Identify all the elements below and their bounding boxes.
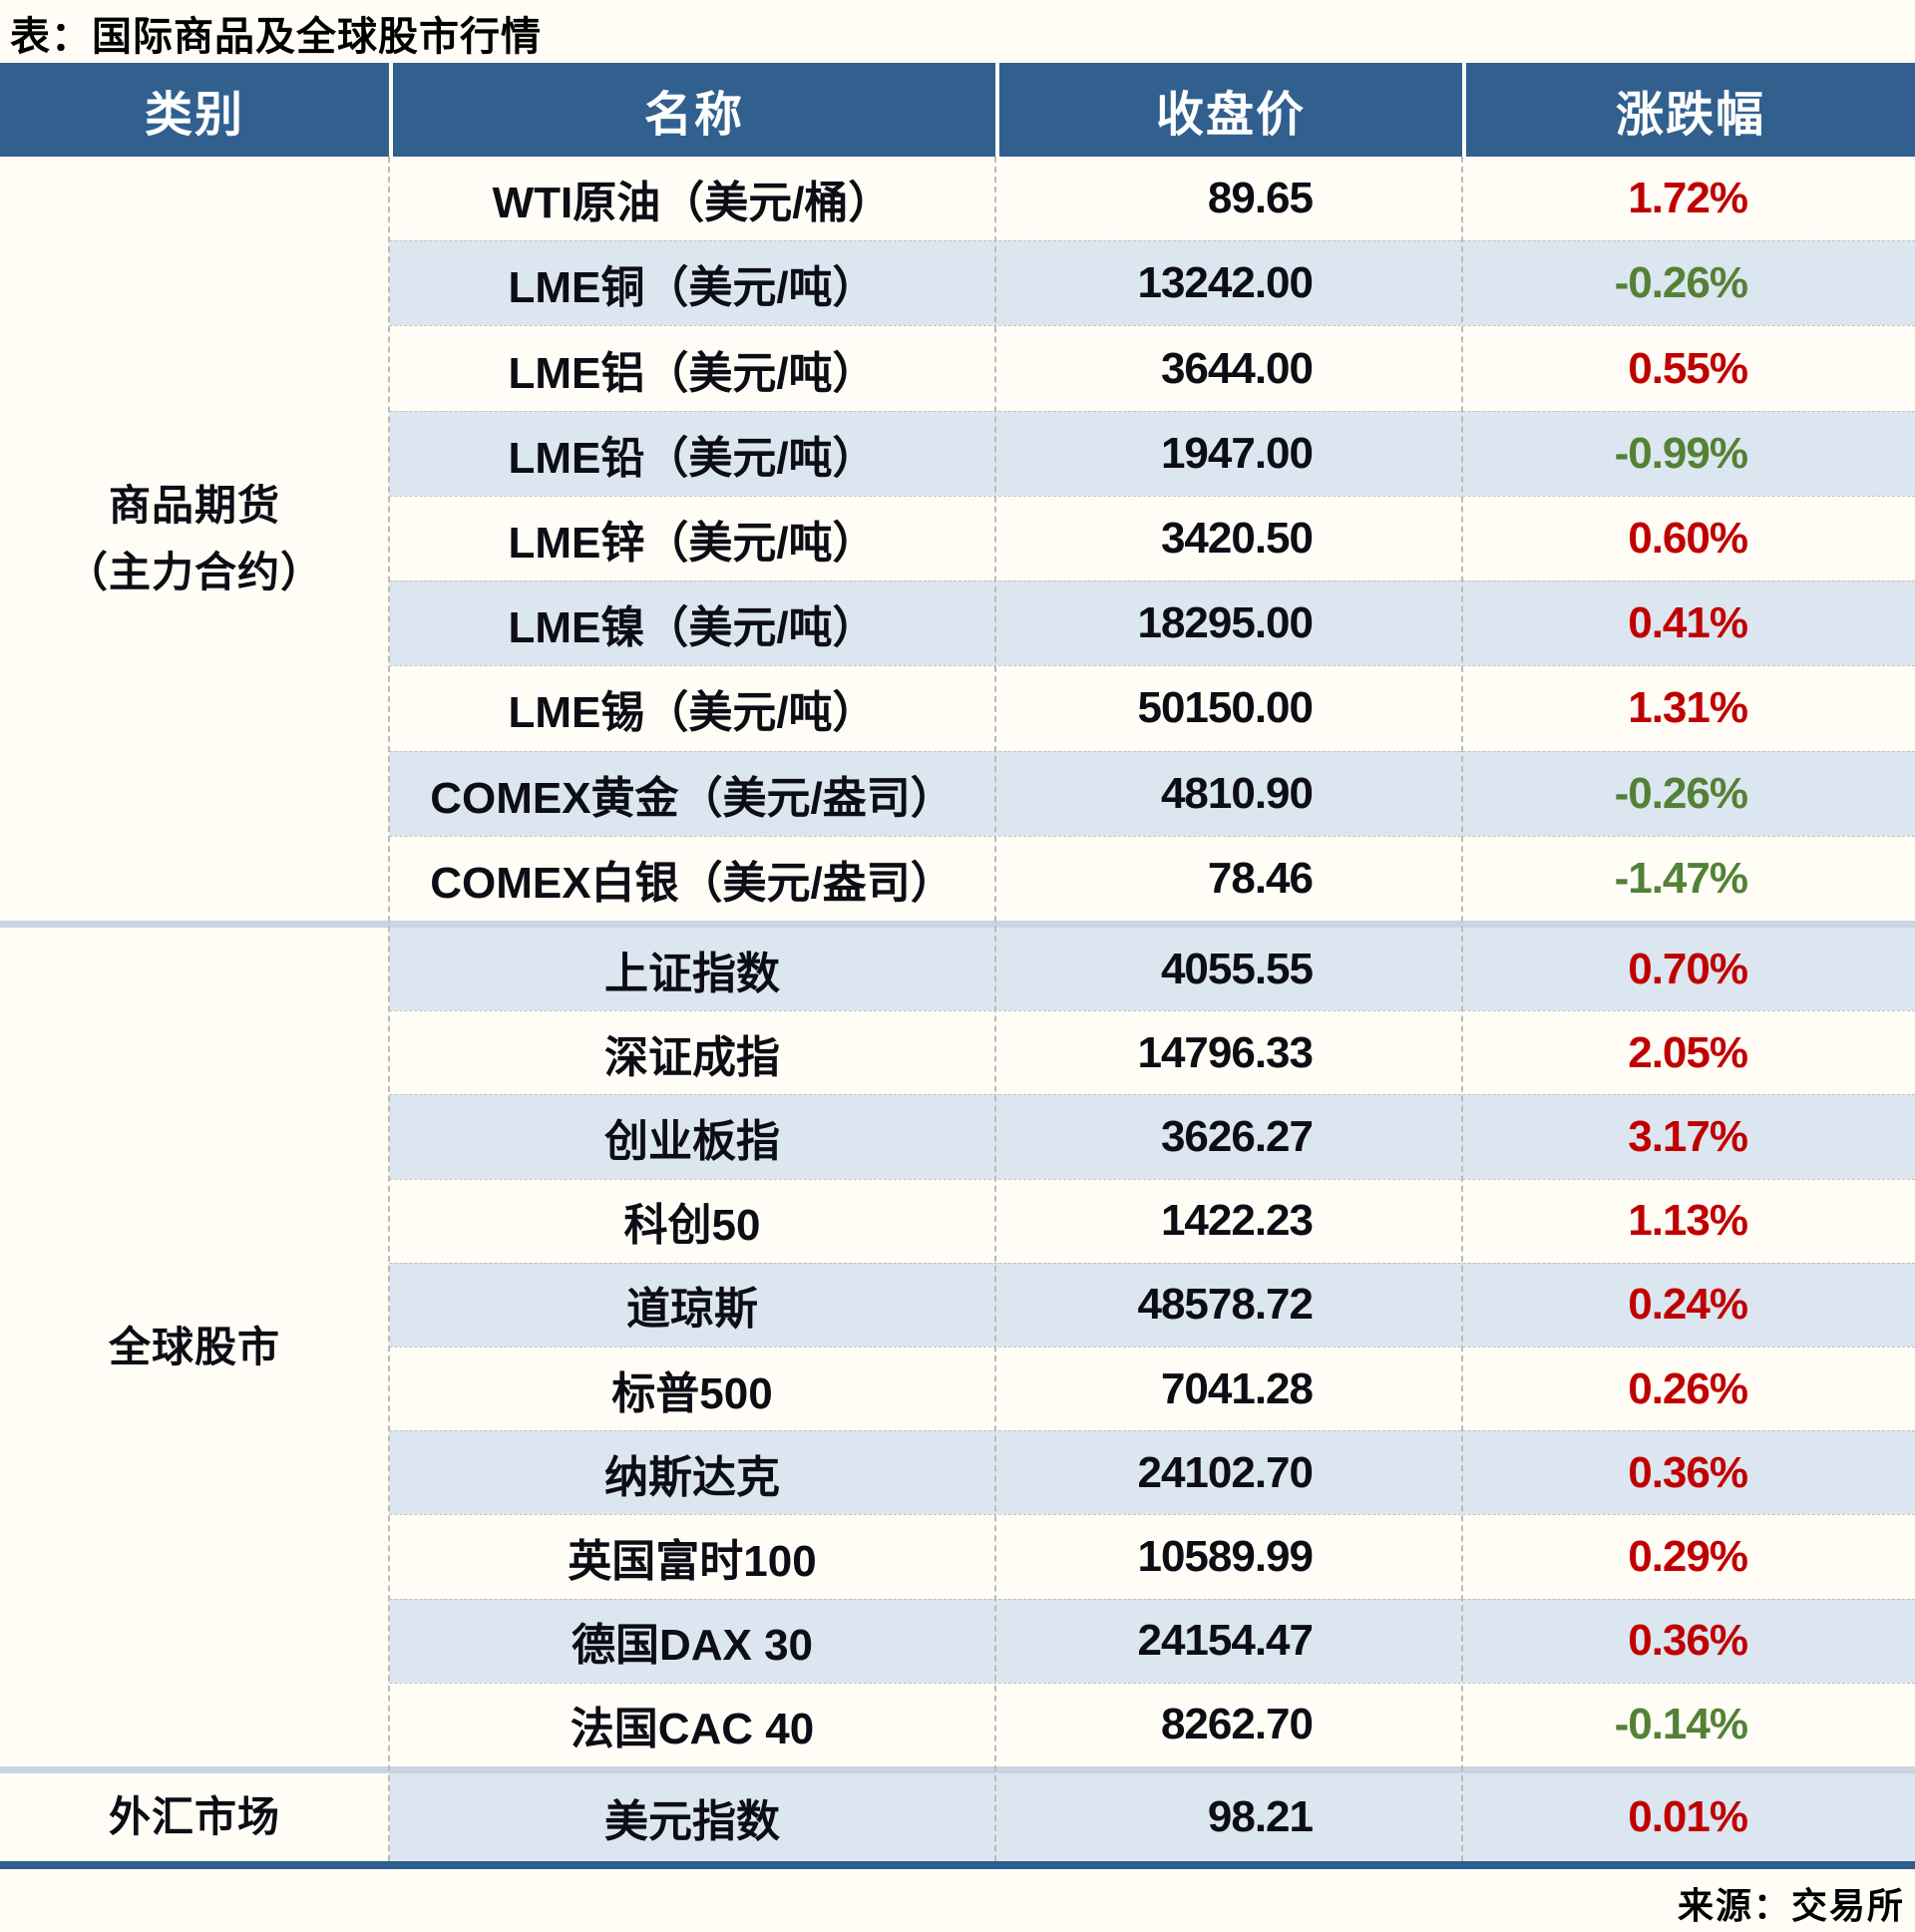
category-label: 商品期货: [108, 481, 280, 529]
change-cell: 0.26%: [1628, 1363, 1748, 1413]
source-note: 来源：交易所: [1677, 1885, 1905, 1926]
market-table: 类别 名称 收盘价 涨跌幅 WTI原油（美元/桶） 89.65 1.72% LME铜（…: [0, 63, 1915, 1869]
change-cell: -1.47%: [1614, 853, 1748, 903]
change-cell: 0.24%: [1628, 1280, 1748, 1330]
table-row: WTI原油（美元/桶） 89.65 1.72%: [0, 157, 1915, 240]
name-cell: 英国富时100: [568, 1537, 817, 1587]
change-cell: -0.26%: [1614, 258, 1748, 308]
table-header-row: 类别 名称 收盘价 涨跌幅: [0, 63, 1915, 157]
close-cell: 24102.70: [1137, 1447, 1314, 1497]
table-row: 深证成指 14796.33 2.05%: [0, 1010, 1915, 1094]
table-row: COMEX白银（美元/盎司） 78.46 -1.47%: [0, 835, 1915, 921]
column-header-name: 名称: [389, 63, 995, 157]
category-cell: 外汇市场: [0, 1773, 389, 1861]
name-cell: LME铅（美元/吨）: [508, 433, 877, 483]
column-divider-dashed: [388, 157, 390, 1861]
change-cell: 0.55%: [1628, 343, 1748, 393]
close-cell: 1422.23: [1160, 1196, 1314, 1246]
name-cell: 深证成指: [604, 1032, 780, 1082]
name-cell: 创业板指: [604, 1117, 780, 1166]
name-cell: 德国DAX 30: [571, 1621, 814, 1671]
table-body: WTI原油（美元/桶） 89.65 1.72% LME铜（美元/吨） 13242.00 -…: [0, 157, 1915, 1861]
name-cell: LME锌（美元/吨）: [508, 518, 877, 568]
category-label: （主力合约）: [65, 549, 323, 595]
change-cell: 0.36%: [1628, 1616, 1748, 1666]
change-cell: 1.31%: [1628, 683, 1748, 733]
column-divider-dashed: [994, 157, 996, 1861]
close-cell: 14796.33: [1137, 1027, 1314, 1077]
table-bottom-border: [0, 1861, 1915, 1869]
column-header-category: 类别: [144, 89, 244, 142]
name-cell: 纳斯达克: [604, 1452, 780, 1502]
category-cell: 全球股市: [0, 928, 389, 1766]
change-cell: 0.41%: [1628, 598, 1748, 648]
change-cell: 0.60%: [1628, 513, 1748, 563]
table-row: 法国CAC 40 8262.70 -0.14%: [0, 1682, 1915, 1766]
close-cell: 24154.47: [1137, 1616, 1314, 1666]
category-label: 外汇市场: [108, 1793, 280, 1841]
change-cell: -0.14%: [1614, 1700, 1748, 1749]
category-label: 全球股市: [108, 1323, 280, 1370]
close-cell: 78.46: [1207, 853, 1314, 903]
close-cell: 1947.00: [1160, 428, 1314, 478]
name-cell: 科创50: [623, 1201, 761, 1251]
change-cell: 0.01%: [1628, 1792, 1748, 1841]
name-cell: LME铝（美元/吨）: [508, 348, 877, 398]
column-divider-dashed: [1461, 157, 1463, 1861]
table-row: 科创50 1422.23 1.13%: [0, 1178, 1915, 1263]
column-header-change: 涨跌幅: [1462, 63, 1915, 157]
change-cell: 0.36%: [1628, 1447, 1748, 1497]
change-cell: -0.26%: [1614, 768, 1748, 818]
change-cell: 1.72%: [1628, 174, 1748, 223]
name-cell: 标普500: [611, 1368, 773, 1418]
name-cell: WTI原油（美元/桶）: [492, 179, 893, 228]
close-cell: 4055.55: [1160, 944, 1314, 993]
change-cell: 2.05%: [1628, 1027, 1748, 1077]
close-cell: 13242.00: [1137, 258, 1314, 308]
name-cell: LME锡（美元/吨）: [508, 688, 877, 738]
name-cell: 道琼斯: [626, 1285, 758, 1335]
name-cell: 美元指数: [604, 1797, 780, 1846]
close-cell: 8262.70: [1160, 1700, 1314, 1749]
name-cell: COMEX黄金（美元/盎司）: [430, 773, 955, 823]
close-cell: 18295.00: [1137, 598, 1314, 648]
table-row: LME锌（美元/吨） 3420.50 0.60%: [0, 495, 1915, 580]
close-cell: 4810.90: [1160, 768, 1314, 818]
name-cell: LME镍（美元/吨）: [508, 603, 877, 653]
change-cell: 3.17%: [1628, 1112, 1748, 1161]
change-cell: -0.99%: [1614, 428, 1748, 478]
name-cell: LME铜（美元/吨）: [508, 263, 877, 313]
table-row: 英国富时100 10589.99 0.29%: [0, 1514, 1915, 1598]
category-cell: 商品期货 （主力合约）: [0, 157, 389, 921]
close-cell: 7041.28: [1160, 1363, 1314, 1413]
name-cell: COMEX白银（美元/盎司）: [430, 858, 955, 908]
close-cell: 3626.27: [1160, 1112, 1314, 1161]
change-cell: 0.70%: [1628, 944, 1748, 993]
change-cell: 1.13%: [1628, 1196, 1748, 1246]
table-row: LME锡（美元/吨） 50150.00 1.31%: [0, 665, 1915, 750]
table-row: 标普500 7041.28 0.26%: [0, 1347, 1915, 1430]
change-cell: 0.29%: [1628, 1532, 1748, 1582]
close-cell: 48578.72: [1137, 1280, 1314, 1330]
name-cell: 上证指数: [604, 949, 780, 998]
close-cell: 98.21: [1207, 1792, 1314, 1841]
page-title: 表：国际商品及全球股市行情: [10, 15, 542, 59]
column-header-close: 收盘价: [995, 63, 1462, 157]
table-row: LME铝（美元/吨） 3644.00 0.55%: [0, 325, 1915, 410]
close-cell: 89.65: [1207, 174, 1314, 223]
close-cell: 3420.50: [1160, 513, 1314, 563]
section-divider: [0, 921, 1915, 928]
section-divider: [0, 1766, 1915, 1773]
close-cell: 3644.00: [1160, 343, 1314, 393]
close-cell: 50150.00: [1137, 683, 1314, 733]
name-cell: 法国CAC 40: [570, 1705, 815, 1754]
close-cell: 10589.99: [1137, 1532, 1314, 1582]
